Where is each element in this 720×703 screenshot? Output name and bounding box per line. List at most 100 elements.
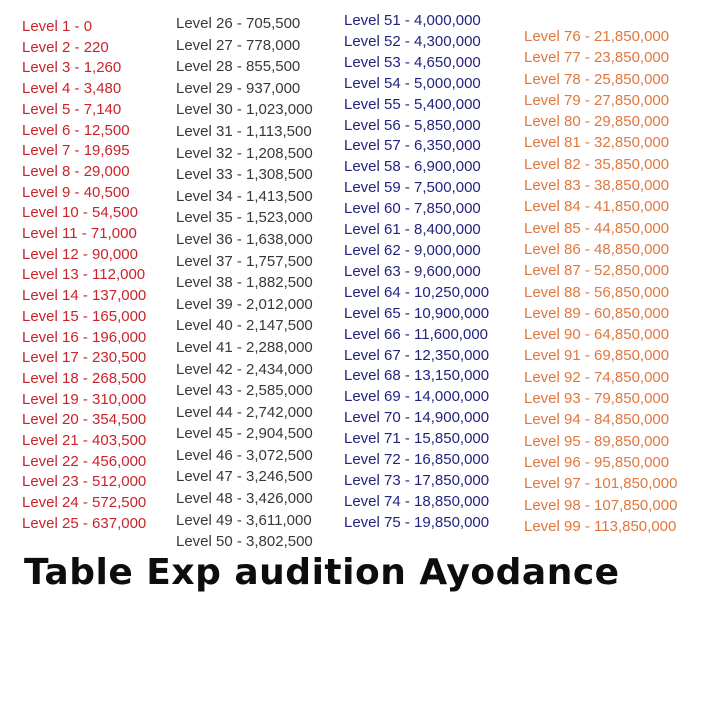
level-entry: Level 74 - 18,850,000	[344, 492, 490, 510]
level-entry: Level 78 - 25,850,000	[524, 70, 670, 88]
level-entry: Level 55 - 5,400,000	[344, 95, 481, 113]
level-entry: Level 9 - 40,500	[22, 183, 130, 201]
level-entry: Level 13 - 112,000	[22, 266, 146, 284]
level-entry: Level 49 - 3,611,000	[176, 511, 312, 529]
level-entry: Level 38 - 1,882,500	[176, 274, 313, 292]
level-entry: Level 33 - 1,308,500	[176, 166, 313, 184]
level-entry: Level 8 - 29,000	[22, 162, 130, 180]
level-entry: Level 94 - 84,850,000	[524, 411, 670, 429]
level-entry: Level 63 - 9,600,000	[344, 262, 481, 280]
level-entry: Level 89 - 60,850,000	[524, 304, 670, 322]
level-entry: Level 69 - 14,000,000	[344, 388, 490, 406]
level-entry: Level 50 - 3,802,500	[176, 533, 313, 551]
level-entry: Level 79 - 27,850,000	[524, 91, 670, 109]
level-entry: Level 12 - 90,000	[22, 245, 138, 263]
level-entry: Level 52 - 4,300,000	[344, 32, 481, 50]
level-entry: Level 6 - 12,500	[22, 121, 130, 139]
page-title: Table Exp audition Ayodance	[24, 552, 620, 593]
level-entry: Level 26 - 705,500	[176, 15, 301, 32]
level-entry: Level 99 - 113,850,000	[524, 517, 677, 535]
level-entry: Level 22 - 456,000	[22, 452, 147, 470]
level-entry: Level 15 - 165,000	[22, 307, 147, 325]
level-entry: Level 61 - 8,400,000	[344, 221, 481, 239]
level-entry: Level 39 - 2,012,000	[176, 295, 313, 313]
level-entry: Level 56 - 5,850,000	[344, 116, 481, 134]
level-entry: Level 65 - 10,900,000	[344, 304, 490, 322]
level-entry: Level 24 - 572,500	[22, 494, 147, 512]
level-entry: Level 14 - 137,000	[22, 287, 147, 305]
level-entry: Level 32 - 1,208,500	[176, 144, 313, 162]
level-entry: Level 35 - 1,523,000	[176, 209, 313, 227]
level-column-1-25: Level 1 - 0 Level 2 - 220 Level 3 - 1,260 L…	[22, 17, 146, 535]
level-entry: Level 30 - 1,023,000	[176, 101, 313, 119]
level-entry: Level 46 - 3,072,500	[176, 446, 313, 464]
level-entry: Level 43 - 2,585,000	[176, 382, 313, 400]
level-entry: Level 73 - 17,850,000	[344, 471, 490, 489]
level-entry: Level 27 - 778,000	[176, 36, 301, 54]
level-entry: Level 67 - 12,350,000	[344, 346, 490, 364]
level-entry: Level 31 - 1,113,500	[176, 122, 312, 140]
level-entry: Level 5 - 7,140	[22, 100, 122, 118]
level-entry: Level 18 - 268,500	[22, 369, 147, 387]
level-entry: Level 92 - 74,850,000	[524, 368, 670, 386]
level-entry: Level 4 - 3,480	[22, 80, 122, 98]
level-entry: Level 87 - 52,850,000	[524, 262, 670, 280]
level-entry: Level 90 - 64,850,000	[524, 326, 670, 344]
level-entry: Level 23 - 512,000	[22, 473, 147, 491]
level-entry: Level 25 - 637,000	[22, 514, 147, 532]
level-entry: Level 54 - 5,000,000	[344, 74, 481, 92]
level-entry: Level 47 - 3,246,500	[176, 468, 313, 486]
level-entry: Level 11 - 71,000	[22, 225, 137, 243]
level-entry: Level 28 - 855,500	[176, 58, 301, 76]
level-entry: Level 72 - 16,850,000	[344, 451, 490, 469]
level-column-26-50: Level 26 - 705,500 Level 27 - 778,000 Leve…	[176, 13, 313, 553]
level-entry: Level 45 - 2,904,500	[176, 425, 313, 443]
level-column-76-99: Level 76 - 21,850,000 Level 77 - 23,850,0…	[524, 26, 677, 537]
level-entry: Level 1 - 0	[22, 18, 93, 35]
level-entry: Level 57 - 6,350,000	[344, 137, 481, 155]
level-entry: Level 10 - 54,500	[22, 204, 138, 222]
level-entry: Level 66 - 11,600,000	[344, 325, 489, 343]
level-entry: Level 21 - 403,500	[22, 432, 147, 450]
level-entry: Level 40 - 2,147,500	[176, 317, 313, 335]
level-entry: Level 77 - 23,850,000	[524, 49, 670, 67]
level-entry: Level 62 - 9,000,000	[344, 241, 481, 259]
level-entry: Level 7 - 19,695	[22, 142, 130, 160]
level-entry: Level 41 - 2,288,000	[176, 338, 313, 356]
level-entry: Level 76 - 21,850,000	[524, 28, 670, 45]
level-entry: Level 88 - 56,850,000	[524, 283, 670, 301]
level-entry: Level 71 - 15,850,000	[344, 430, 490, 448]
level-entry: Level 16 - 196,000	[22, 328, 147, 346]
level-entry: Level 58 - 6,900,000	[344, 158, 481, 176]
level-entry: Level 59 - 7,500,000	[344, 179, 481, 197]
level-entry: Level 82 - 35,850,000	[524, 155, 670, 173]
level-entry: Level 36 - 1,638,000	[176, 230, 313, 248]
level-column-51-75: Level 51 - 4,000,000 Level 52 - 4,300,000…	[344, 11, 489, 534]
level-entry: Level 98 - 107,850,000	[524, 496, 678, 514]
level-entry: Level 96 - 95,850,000	[524, 453, 670, 471]
level-entry: Level 17 - 230,500	[22, 349, 147, 367]
level-entry: Level 2 - 220	[22, 38, 109, 56]
level-entry: Level 83 - 38,850,000	[524, 177, 670, 195]
level-entry: Level 3 - 1,260	[22, 59, 122, 77]
level-entry: Level 19 - 310,000	[22, 390, 147, 408]
level-entry: Level 29 - 937,000	[176, 79, 301, 97]
level-entry: Level 53 - 4,650,000	[344, 53, 481, 71]
level-entry: Level 60 - 7,850,000	[344, 200, 481, 218]
level-entry: Level 68 - 13,150,000	[344, 367, 490, 385]
level-entry: Level 51 - 4,000,000	[344, 12, 481, 29]
level-entry: Level 75 - 19,850,000	[344, 513, 490, 531]
level-entry: Level 37 - 1,757,500	[176, 252, 313, 270]
level-entry: Level 91 - 69,850,000	[524, 347, 670, 365]
level-entry: Level 95 - 89,850,000	[524, 432, 670, 450]
level-entry: Level 70 - 14,900,000	[344, 409, 490, 427]
level-entry: Level 93 - 79,850,000	[524, 390, 670, 408]
level-entry: Level 81 - 32,850,000	[524, 134, 670, 152]
level-entry: Level 64 - 10,250,000	[344, 283, 490, 301]
level-entry: Level 97 - 101,850,000	[524, 475, 678, 493]
level-entry: Level 48 - 3,426,000	[176, 490, 313, 508]
level-entry: Level 20 - 354,500	[22, 411, 147, 429]
level-entry: Level 44 - 2,742,000	[176, 403, 313, 421]
level-entry: Level 86 - 48,850,000	[524, 240, 670, 258]
